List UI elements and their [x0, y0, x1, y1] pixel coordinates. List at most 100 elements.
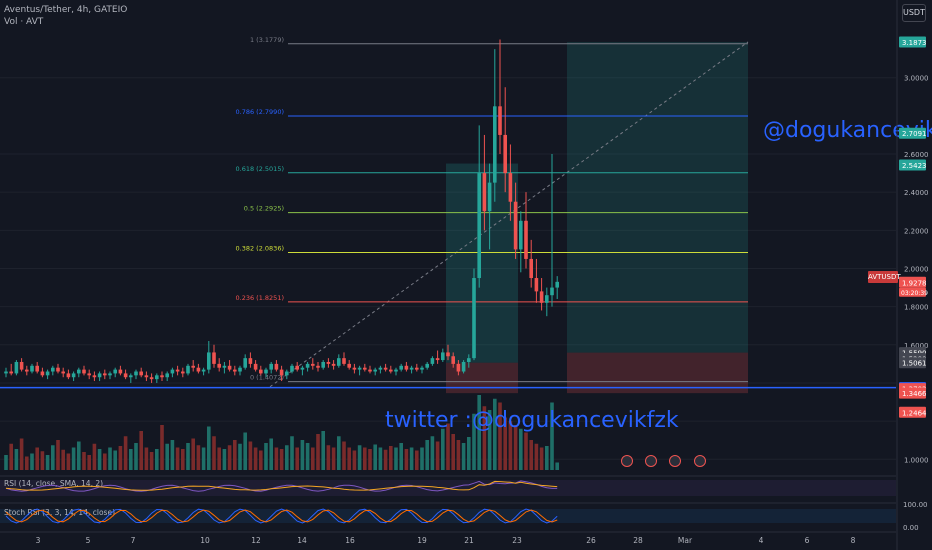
- event-icon: [621, 455, 633, 467]
- currency-button[interactable]: USDT: [902, 4, 926, 22]
- volume-bar: [550, 402, 554, 470]
- candle-body: [77, 369, 81, 374]
- candle-body: [503, 134, 507, 174]
- fib-level-label: 0.5 (2.2925): [244, 205, 284, 213]
- volume-bar: [363, 447, 367, 470]
- candle-body: [451, 356, 455, 364]
- volume-bar: [196, 445, 201, 470]
- target-zone-loss: [567, 352, 748, 394]
- time-tick-label: 28: [633, 536, 643, 545]
- candle-body: [508, 173, 513, 202]
- candle-body: [539, 291, 544, 303]
- volume-bar: [274, 447, 279, 470]
- fib-level-label: 0.382 (2.0836): [236, 245, 285, 253]
- candle-body: [82, 369, 86, 374]
- volume-bar: [45, 455, 50, 470]
- candle-body: [461, 361, 466, 372]
- price-tick-label: 2.4000: [904, 189, 929, 197]
- candle-body: [19, 361, 24, 370]
- volume-bar: [207, 426, 211, 470]
- stoch-band: [0, 509, 896, 523]
- candle-body: [269, 363, 273, 370]
- volume-bar: [555, 462, 559, 470]
- candle-body: [415, 367, 419, 370]
- volume-bar: [222, 449, 227, 470]
- volume-bar: [191, 438, 195, 470]
- volume-bar: [149, 452, 154, 470]
- volume-bar: [238, 443, 242, 470]
- volume-bar: [227, 445, 232, 470]
- candle-body: [389, 369, 393, 372]
- price-tick-label: 2.2000: [904, 227, 929, 235]
- time-tick-label: 10: [200, 536, 210, 545]
- candle-body: [394, 369, 398, 372]
- volume-bar: [389, 446, 393, 470]
- volume-bar: [404, 449, 409, 470]
- candle-body: [134, 371, 138, 376]
- volume-bar: [394, 447, 398, 470]
- time-tick-label: 12: [251, 536, 261, 545]
- event-icon: [669, 455, 681, 467]
- rsi-label: RSI (14, close, SMA, 14, 2): [4, 479, 103, 488]
- volume-bar: [326, 445, 331, 470]
- volume-bar: [165, 443, 169, 470]
- volume-bar: [243, 432, 247, 470]
- candle-body: [482, 173, 487, 212]
- target-zone-profit: [567, 41, 748, 353]
- price-label-text: 1.9278: [902, 279, 927, 287]
- price-tick-label: 1.0000: [904, 456, 929, 464]
- fib-level-label: 0.618 (2.5015): [236, 165, 285, 173]
- time-tick-label: 26: [586, 536, 596, 545]
- candle-body: [212, 352, 216, 364]
- volume-bar: [316, 434, 320, 470]
- volume-bar: [321, 431, 325, 470]
- candle-body: [513, 201, 518, 250]
- volume-bar: [477, 395, 481, 470]
- candle-body: [316, 365, 320, 368]
- candle-body: [529, 258, 533, 279]
- candle-body: [196, 367, 201, 372]
- volume-bar: [425, 440, 429, 470]
- volume-bar: [347, 447, 351, 470]
- volume-bar: [82, 452, 86, 470]
- candle-body: [103, 373, 107, 376]
- volume-bar: [259, 450, 263, 470]
- volume-bar: [420, 447, 424, 470]
- price-label-text: 1.2464: [902, 409, 927, 417]
- volume-bar: [175, 447, 180, 470]
- volume-bar: [103, 453, 107, 470]
- candle-body: [191, 365, 195, 368]
- candle-body: [519, 220, 523, 250]
- candle-body: [378, 367, 383, 370]
- volume-bar: [14, 449, 19, 470]
- volume-bar: [56, 440, 60, 470]
- stoch-label: Stoch RSI (3, 3, 14, 14, close): [4, 508, 115, 517]
- candle-body: [45, 371, 50, 376]
- candle-body: [243, 358, 247, 368]
- volume-bar: [201, 447, 206, 470]
- price-label-text: 2.5423: [902, 162, 927, 170]
- candle-body: [233, 369, 237, 372]
- volume-bar: [160, 425, 164, 470]
- trade-zone-profit: [446, 163, 518, 363]
- candle-body: [441, 352, 445, 361]
- candle-body: [352, 367, 357, 370]
- time-tick-label: 23: [512, 536, 522, 545]
- candle-body: [295, 365, 299, 370]
- candle-body: [357, 367, 362, 370]
- volume-bar: [186, 443, 190, 470]
- candle-body: [321, 361, 325, 368]
- volume-bar: [9, 443, 13, 470]
- volume-bar: [373, 444, 377, 470]
- volume-bar: [269, 438, 273, 470]
- candle-body: [300, 367, 305, 370]
- volume-bar: [19, 438, 24, 470]
- fib-level-label: 0.236 (1.8251): [236, 294, 285, 302]
- volume-bar: [472, 413, 476, 470]
- stoch-k-line: [5, 508, 558, 524]
- candle-body: [342, 358, 346, 364]
- candle-body: [40, 371, 45, 376]
- fib-level-label: 1 (3.1779): [250, 36, 284, 44]
- volume-bar: [264, 443, 268, 470]
